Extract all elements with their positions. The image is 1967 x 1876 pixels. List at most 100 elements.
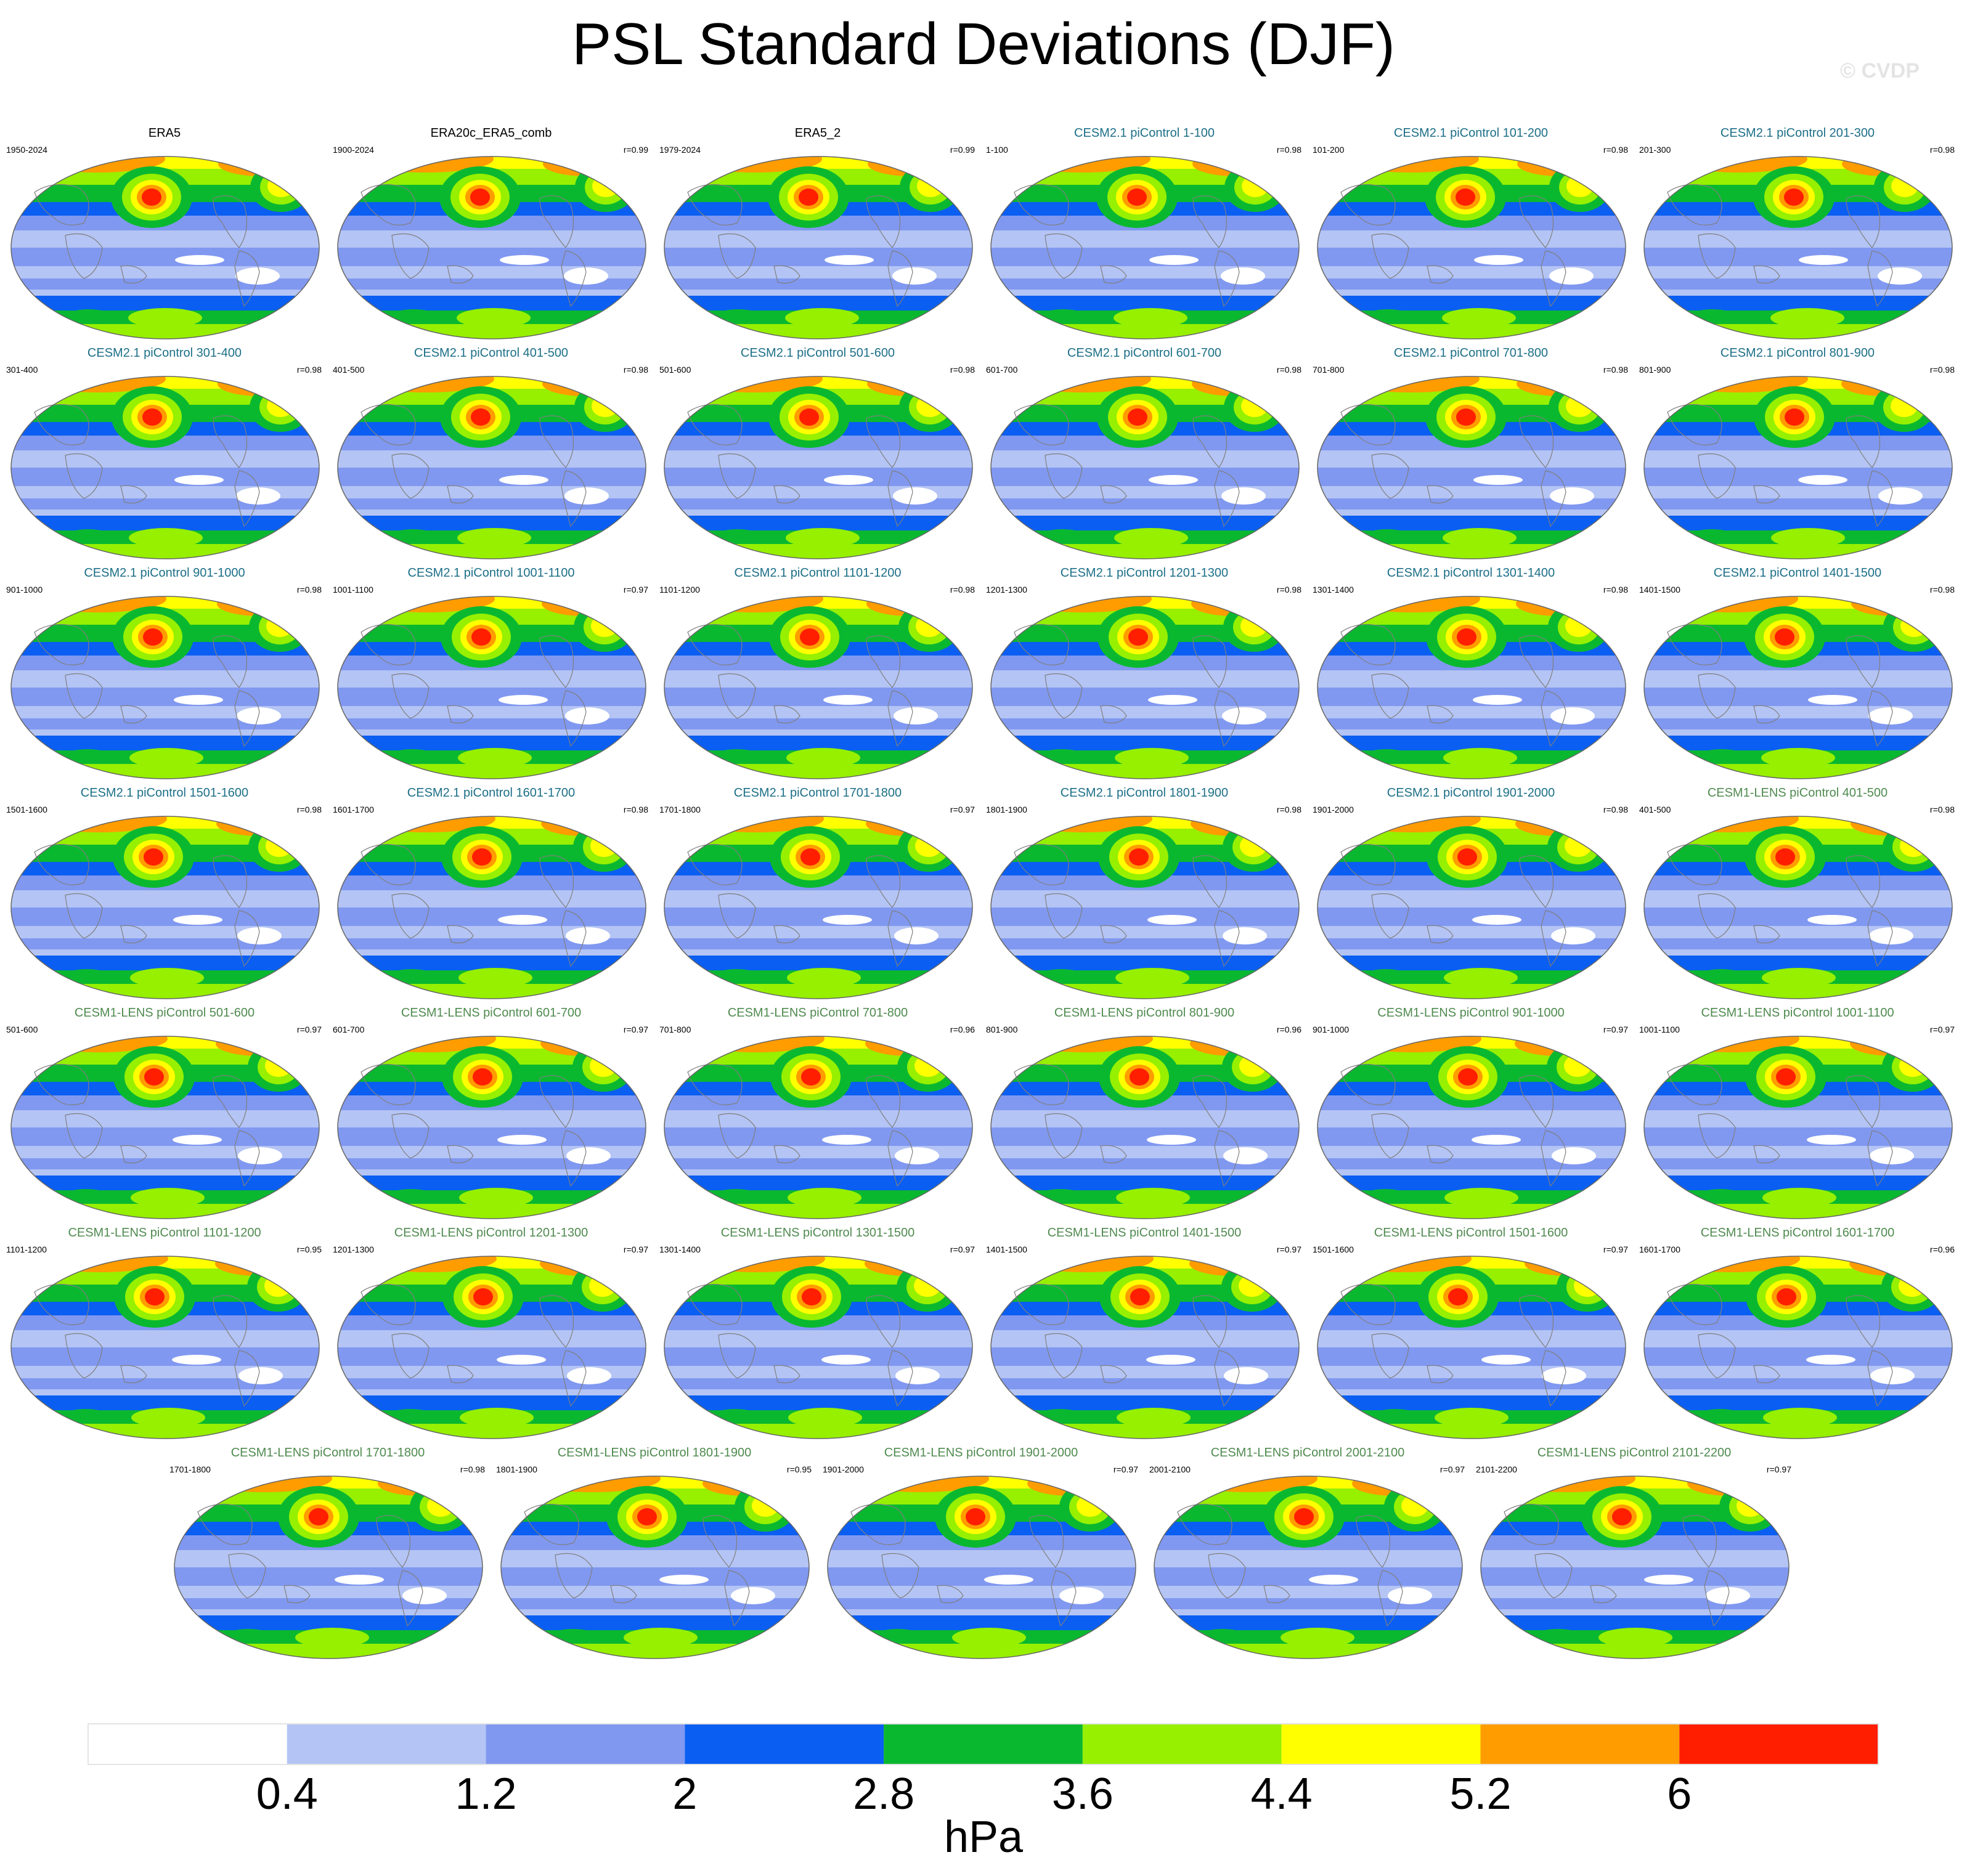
map-border (990, 1036, 1300, 1219)
robinson-map (337, 596, 646, 779)
icelandic-variance-region (1565, 615, 1592, 637)
robinson-map (337, 1256, 646, 1439)
panel-period: 1-100 (986, 145, 1008, 155)
contour-band (338, 956, 646, 970)
panel-pattern-correlation: r=0.98 (950, 365, 975, 375)
contour-band (664, 516, 972, 530)
southern-variance-patch (458, 748, 532, 768)
panel-period: 501-600 (659, 365, 691, 375)
coastline (1667, 623, 1722, 665)
panel-period: 701-800 (659, 1025, 691, 1034)
southern-variance-patch (128, 308, 202, 328)
icelandic-variance-region (590, 1055, 617, 1077)
coastline (120, 1145, 147, 1164)
coastline (1100, 485, 1127, 504)
coastline (1029, 1515, 1064, 1568)
coastline (1100, 265, 1127, 284)
contour-band (11, 1158, 319, 1169)
southern-variance-patch (714, 529, 761, 544)
aleutian-variance-core (143, 628, 163, 646)
coastline (213, 1075, 248, 1128)
southern-variance-patch (63, 1189, 110, 1204)
coastline (887, 1130, 913, 1187)
coastline (1371, 1333, 1409, 1379)
coastline (1014, 1063, 1069, 1105)
low-variance-patch (1806, 1355, 1855, 1365)
panel-pattern-correlation: r=0.98 (1603, 365, 1628, 375)
contour-band (991, 1127, 1299, 1146)
panel-pattern-correlation: r=0.97 (1929, 1025, 1955, 1034)
aleutian-variance-core (1130, 1068, 1149, 1086)
robinson-map (990, 1036, 1300, 1219)
contour-band (338, 468, 646, 486)
icelandic-variance-region (1239, 1275, 1266, 1297)
icelandic-variance-region (1891, 395, 1918, 417)
coastline (1753, 1145, 1780, 1164)
southern-variance-patch (714, 749, 760, 764)
panel-period: 1900-2024 (333, 145, 374, 155)
map-panel: CESM2.1 piControl 1801-1900 1801-1900 r=0.… (981, 786, 1308, 1004)
panel-title: CESM1-LENS piControl 901-1000 (1377, 1006, 1565, 1020)
coastline (539, 415, 574, 468)
panel-title: CESM1-LENS piControl 701-800 (727, 1006, 908, 1020)
contour-band (1481, 1615, 1789, 1630)
low-variance-patch (1146, 1355, 1195, 1365)
panel-pattern-correlation: r=0.97 (1603, 1245, 1628, 1254)
southern-variance-patch (1534, 1629, 1581, 1644)
coastline (1867, 910, 1893, 967)
low-variance-patch (1149, 255, 1199, 265)
contour-band (1644, 1395, 1952, 1410)
contour-band (11, 688, 319, 706)
coastline (447, 705, 474, 724)
panel-period: 801-900 (986, 1025, 1018, 1034)
panel-period: 1901-2000 (1313, 805, 1354, 814)
map-border (1643, 156, 1953, 339)
coastline (1867, 250, 1893, 307)
contour-band (338, 1378, 646, 1389)
coastline (1541, 1130, 1566, 1187)
coastline (1667, 1283, 1722, 1325)
colorbar-swatch (1480, 1724, 1680, 1764)
map-border (10, 596, 320, 779)
contour-band (1481, 1567, 1789, 1586)
contour-band (1317, 296, 1626, 311)
panel-pattern-correlation: r=0.95 (296, 1245, 322, 1254)
map-border (10, 1256, 320, 1439)
coastline (1340, 404, 1396, 445)
coastline (1340, 1283, 1396, 1325)
coastline (1340, 184, 1396, 225)
map-panel: CESM1-LENS piControl 1901-2000 1901-2000 r… (818, 1445, 1144, 1663)
coastline (1356, 1515, 1391, 1568)
aleutian-variance-core (473, 1288, 493, 1305)
coastline (1698, 1333, 1736, 1379)
coastline (397, 1570, 423, 1627)
panel-pattern-correlation: r=0.97 (623, 585, 648, 595)
contour-band (11, 468, 319, 486)
coastline (1340, 1063, 1396, 1105)
panel-title: CESM2.1 piControl 501-600 (740, 346, 895, 360)
southern-variance-patch (1114, 528, 1188, 548)
aleutian-variance-core (1448, 1288, 1468, 1305)
map-panel: CESM1-LENS piControl 1101-1200 1101-1200 r… (1, 1225, 328, 1444)
southern-variance-patch (712, 1409, 759, 1424)
coastline (1192, 635, 1228, 688)
contour-band (11, 516, 319, 530)
coastline (1340, 623, 1396, 665)
map-border (337, 816, 646, 999)
coastline (1667, 843, 1722, 885)
coastline (1340, 843, 1396, 885)
coastline (561, 1130, 587, 1187)
robinson-map (337, 816, 646, 999)
coastline (718, 453, 756, 499)
coastline (1014, 404, 1069, 445)
coastline (687, 404, 743, 445)
robinson-map (1643, 156, 1953, 339)
coastline (1698, 673, 1736, 719)
coastline (887, 470, 913, 527)
contour-band (338, 1176, 646, 1190)
coastline (1214, 910, 1240, 967)
robinson-map (1643, 1036, 1953, 1219)
low-variance-patch (1149, 475, 1198, 485)
map-border (1317, 816, 1626, 999)
contour-band (991, 248, 1299, 266)
